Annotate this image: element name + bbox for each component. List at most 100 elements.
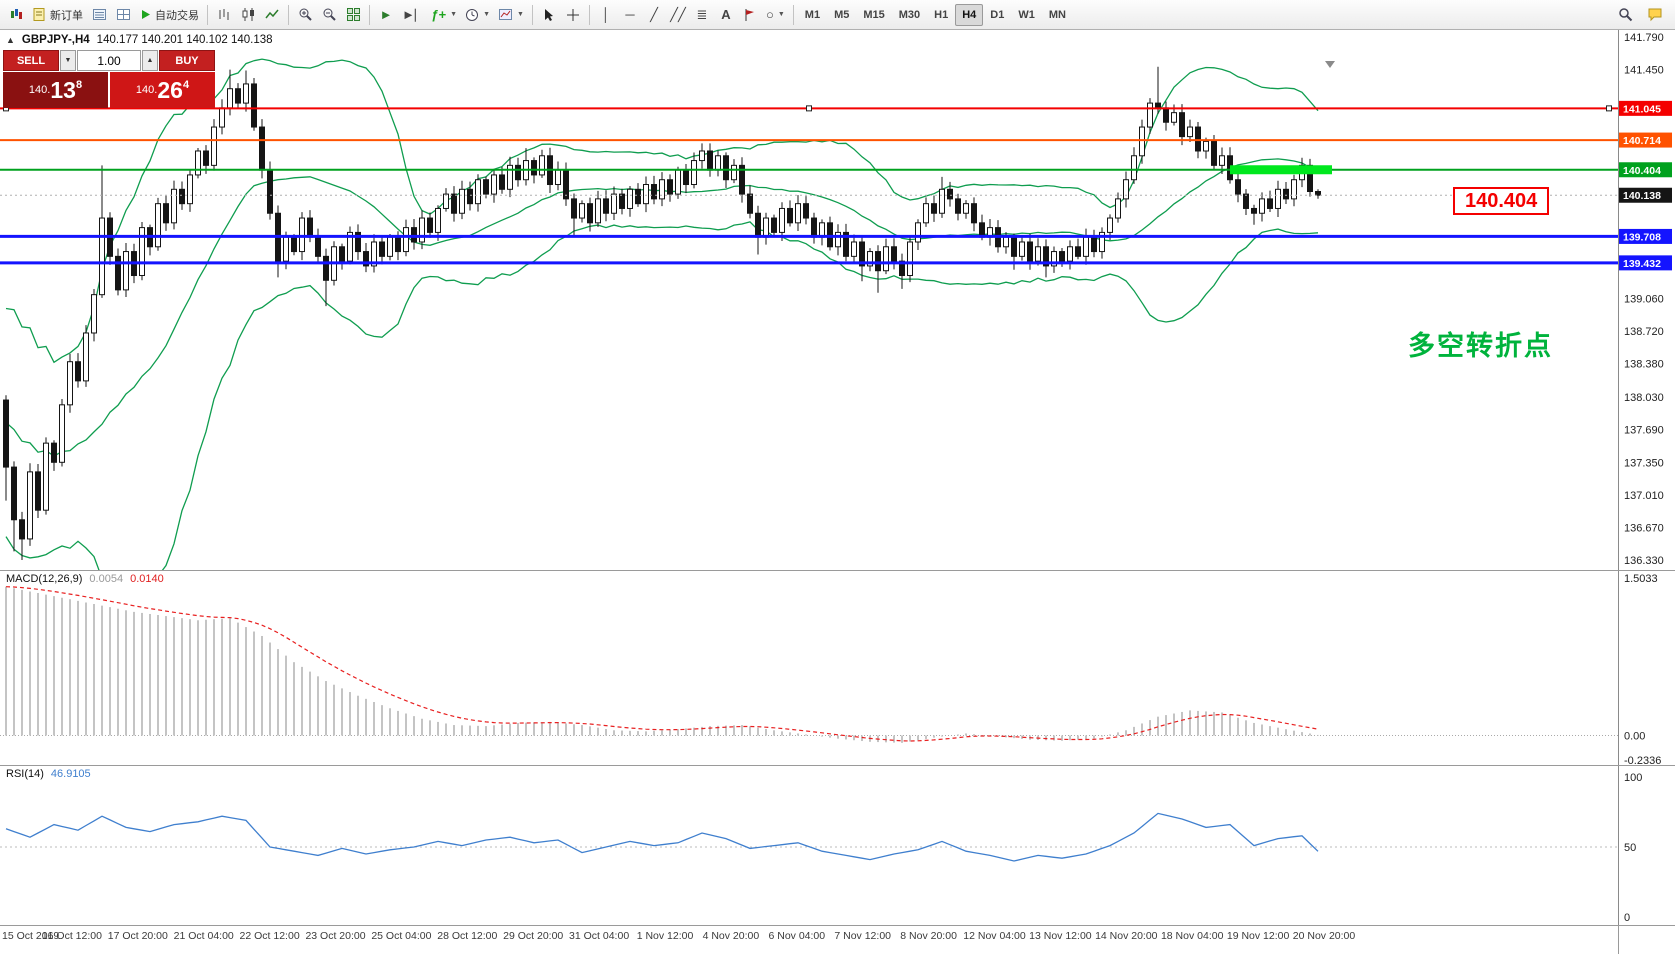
periods-clock-icon (465, 8, 479, 22)
price-chart-panel: 141.790 141.450 139.060 138.720 138.380 138.0… (0, 30, 1675, 570)
axis-corner-divider (1618, 926, 1619, 954)
periods-button[interactable]: ▼ (461, 3, 494, 27)
timeframe-m5-button[interactable]: M5 (827, 4, 856, 26)
timeframe-mn-button[interactable]: MN (1042, 4, 1073, 26)
horizontal-line-icon: ─ (625, 7, 635, 22)
autotrading-button[interactable]: 自动交易 (135, 3, 203, 27)
rsi-header: RSI(14) 46.9105 (6, 768, 91, 780)
macd-main-value: 0.0054 (89, 573, 124, 585)
auto-scroll-button[interactable]: ► (374, 3, 398, 27)
timeframe-m1-button[interactable]: M1 (798, 4, 827, 26)
svg-text:139.432: 139.432 (1623, 258, 1661, 270)
text-button[interactable]: A (714, 3, 738, 27)
svg-text:137.690: 137.690 (1624, 425, 1664, 437)
chevron-down-icon: ▼ (483, 11, 491, 18)
volume-input[interactable] (77, 50, 141, 71)
chart-shift-icon: ►▏ (402, 6, 424, 22)
shapes-button[interactable]: ○ ▼ (762, 3, 789, 27)
svg-text:141.045: 141.045 (1623, 103, 1661, 115)
sell-button[interactable]: 140. 13 8 (3, 72, 108, 108)
svg-text:141.790: 141.790 (1624, 32, 1664, 44)
macd-label: MACD(12,26,9) (6, 573, 83, 585)
new-chart-icon (9, 7, 24, 22)
new-order-icon (32, 7, 47, 22)
candlestick-chart-button[interactable] (236, 3, 260, 27)
cursor-icon (542, 8, 555, 22)
time-label: 20 Nov 20:00 (1292, 930, 1356, 942)
volume-increase-button[interactable]: ▲ (142, 50, 158, 71)
trendline-button[interactable]: ╱ (642, 3, 666, 27)
svg-text:136.330: 136.330 (1624, 555, 1664, 567)
macd-signal-value: 0.0140 (130, 573, 164, 585)
bid-prefix: 140. (28, 84, 51, 96)
market-watch-icon (92, 7, 107, 22)
annotation-text[interactable]: 多空转折点 (1408, 331, 1553, 361)
crosshair-button[interactable] (561, 3, 585, 27)
channel-button[interactable]: ╱╱ (666, 3, 690, 27)
vertical-line-button[interactable]: │ (594, 3, 618, 27)
ask-pip-digit: 4 (182, 79, 190, 91)
data-window-button[interactable] (111, 3, 135, 27)
templates-button[interactable]: ▼ (494, 3, 528, 27)
flag-icon (743, 8, 756, 22)
candlestick-chart-icon (241, 7, 256, 22)
time-label: 13 Nov 12:00 (1029, 930, 1092, 942)
time-label: 25 Oct 04:00 (371, 930, 432, 942)
search-button[interactable] (1613, 3, 1637, 27)
line-chart-button[interactable] (260, 3, 284, 27)
search-icon (1618, 7, 1633, 22)
buy-button[interactable]: 140. 26 4 (110, 72, 215, 108)
new-chart-button[interactable] (4, 3, 28, 27)
new-order-label: 新订单 (50, 9, 83, 22)
time-label: 23 Oct 20:00 (305, 930, 366, 942)
chat-icon (1647, 7, 1663, 22)
toolbar-separator (207, 4, 208, 25)
bar-chart-button[interactable] (212, 3, 236, 27)
chart-shift-button[interactable]: ►▏ (398, 3, 427, 27)
text-icon: A (721, 7, 731, 22)
zoom-in-button[interactable] (293, 3, 317, 27)
time-label: 7 Nov 12:00 (834, 930, 891, 942)
tile-windows-button[interactable] (341, 3, 365, 27)
time-label: 31 Oct 04:00 (569, 930, 630, 942)
rsi-canvas[interactable]: 100 50 0 (0, 765, 1675, 925)
ellipse-icon: ○ (765, 7, 774, 22)
chat-button[interactable] (1643, 3, 1667, 27)
fibonacci-button[interactable]: ≣ (690, 3, 714, 27)
timeframe-w1-button[interactable]: W1 (1011, 4, 1042, 26)
time-label: 18 Nov 04:00 (1160, 930, 1224, 942)
toolbar-separator (531, 4, 533, 25)
price-chart-canvas[interactable]: 141.790 141.450 139.060 138.720 138.380 138.0… (0, 30, 1675, 570)
zoom-out-button[interactable] (317, 3, 341, 27)
timeframe-m15-button[interactable]: M15 (856, 4, 891, 26)
indicators-button[interactable]: ƒ+ ▼ (427, 3, 461, 27)
market-watch-button[interactable] (87, 3, 111, 27)
time-label: 15 Oct 2019 (2, 930, 60, 942)
channel-icon: ╱╱ (670, 7, 686, 22)
svg-text:50: 50 (1624, 842, 1636, 854)
fibonacci-icon: ≣ (696, 7, 708, 22)
templates-icon (498, 7, 513, 22)
timeframe-m30-button[interactable]: M30 (892, 4, 927, 26)
time-axis[interactable]: 15 Oct 2019 16 Oct 12:00 17 Oct 20:00 21 Oc… (0, 925, 1675, 954)
price-callout-box[interactable]: 140.404 (1453, 187, 1550, 215)
timeframe-d1-button[interactable]: D1 (983, 4, 1011, 26)
symbol-title: GBPJPY-,H4 (21, 34, 90, 46)
macd-canvas[interactable]: 1.5033 0.00 -0.2336 (0, 570, 1675, 765)
text-label-button[interactable] (738, 3, 762, 27)
cursor-button[interactable] (537, 3, 561, 27)
horizontal-line-button[interactable]: ─ (618, 3, 642, 27)
autotrading-play-icon (139, 8, 152, 21)
autotrading-label: 自动交易 (155, 9, 199, 22)
new-order-button[interactable]: 新订单 (28, 3, 87, 27)
svg-text:1.5033: 1.5033 (1624, 573, 1658, 585)
rsi-label: RSI(14) (6, 768, 44, 780)
svg-text:0: 0 (1624, 912, 1630, 924)
volume-decrease-button[interactable]: ▼ (60, 50, 76, 71)
auto-scroll-icon: ► (379, 7, 393, 22)
trade-panel-collapse-icon[interactable]: ▲ (6, 35, 15, 45)
timeframe-h1-button[interactable]: H1 (927, 4, 955, 26)
svg-text:138.380: 138.380 (1624, 359, 1664, 371)
timeframe-h4-button[interactable]: H4 (955, 3, 984, 26)
rsi-panel: 100 50 0 RSI(14) 46.9105 (0, 765, 1675, 925)
